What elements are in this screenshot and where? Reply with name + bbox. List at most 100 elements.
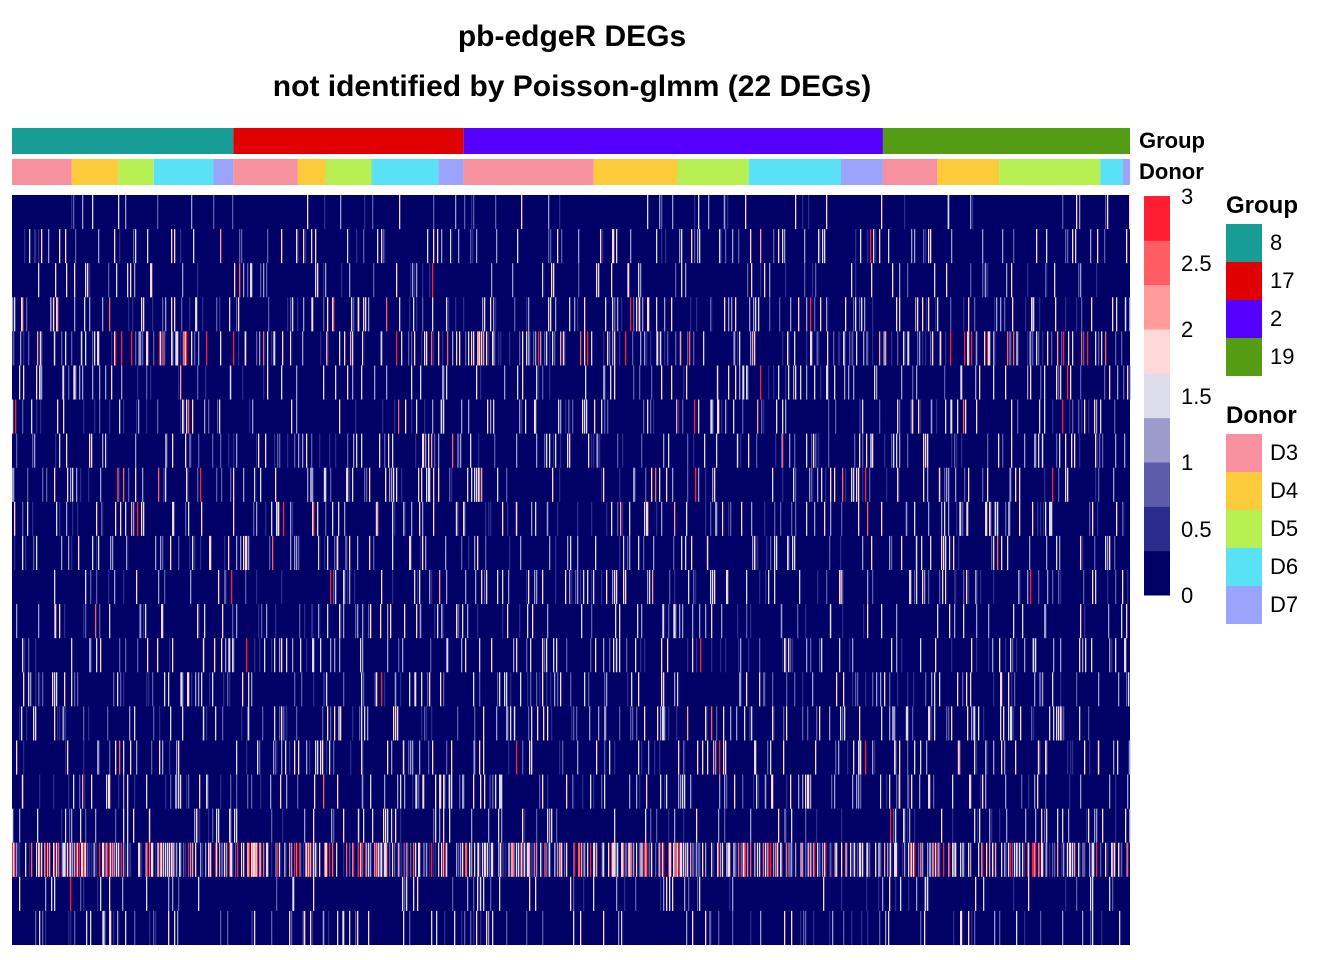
heatmap-cell (551, 808, 553, 843)
heatmap-cell (938, 842, 940, 877)
heatmap-cell (785, 638, 787, 673)
heatmap-cell (381, 672, 383, 707)
heatmap-cell (1042, 842, 1044, 877)
heatmap-cell (236, 433, 238, 468)
heatmap-cell (960, 910, 962, 945)
heatmap-cell (394, 399, 396, 434)
heatmap-cell (737, 331, 739, 366)
heatmap-cell (990, 501, 992, 536)
heatmap-cell (300, 842, 302, 877)
heatmap-cell (605, 297, 607, 332)
heatmap-cell (1039, 842, 1041, 877)
heatmap-cell (1033, 638, 1035, 673)
heatmap-cell (1032, 297, 1034, 332)
heatmap-cell (951, 706, 953, 741)
heatmap-cell (772, 672, 774, 707)
heatmap-cell (19, 808, 21, 843)
heatmap-cell (929, 774, 931, 809)
heatmap-cell (782, 229, 784, 264)
heatmap-cell (648, 842, 650, 877)
heatmap-cell (361, 365, 363, 400)
heatmap-cell (182, 263, 184, 298)
heatmap-cell (1057, 808, 1059, 843)
heatmap-cell (707, 535, 709, 570)
heatmap-cell (806, 638, 808, 673)
heatmap-cell (123, 842, 125, 877)
heatmap-cell (1072, 229, 1074, 264)
heatmap-cell (555, 535, 557, 570)
heatmap-cell (994, 297, 996, 332)
heatmap-cell (725, 740, 727, 775)
heatmap-cell (479, 331, 481, 366)
heatmap-cell (894, 706, 896, 741)
heatmap-cell (258, 433, 260, 468)
heatmap-cell (313, 842, 315, 877)
heatmap-cell (366, 842, 368, 877)
heatmap-cell (222, 604, 224, 639)
heatmap-cell (1029, 331, 1031, 366)
heatmap-cell (368, 604, 370, 639)
heatmap-cell (421, 706, 423, 741)
group-segment-17 (233, 128, 464, 154)
heatmap-cell (1083, 842, 1085, 877)
heatmap-cell (401, 331, 403, 366)
heatmap-cell (102, 297, 104, 332)
heatmap-cell (935, 842, 937, 877)
heatmap-cell (476, 910, 478, 945)
heatmap-cell (253, 501, 255, 536)
heatmap-cell (569, 399, 571, 434)
heatmap-cell (474, 535, 476, 570)
heatmap-cell (1028, 876, 1030, 911)
heatmap-cell (172, 501, 174, 536)
heatmap-cell (26, 297, 28, 332)
heatmap-cell (641, 740, 643, 775)
heatmap-cell (435, 808, 437, 843)
heatmap-cell (710, 297, 712, 332)
heatmap-cell (991, 808, 993, 843)
heatmap-cell (971, 910, 973, 945)
heatmap-cell (980, 774, 982, 809)
heatmap-cell (387, 808, 389, 843)
heatmap-cell (742, 842, 744, 877)
heatmap-cell (989, 842, 991, 877)
heatmap-cell (785, 842, 787, 877)
heatmap-cell (994, 910, 996, 945)
heatmap-cell (230, 467, 232, 502)
heatmap-cell (978, 706, 980, 741)
heatmap-cell (982, 229, 984, 264)
heatmap-cell (805, 910, 807, 945)
heatmap-cell (912, 706, 914, 741)
heatmap-cell (713, 842, 715, 877)
heatmap-cell (416, 399, 418, 434)
heatmap-cell (281, 229, 283, 264)
heatmap-cell (174, 842, 176, 877)
heatmap-cell (732, 876, 734, 911)
heatmap-cell (526, 842, 528, 877)
heatmap-cell (227, 672, 229, 707)
heatmap-cell (569, 297, 571, 332)
heatmap-cell (320, 331, 322, 366)
heatmap-cell (28, 672, 30, 707)
heatmap-cell (546, 433, 548, 468)
heatmap-cell (501, 808, 503, 843)
heatmap-cell (681, 535, 683, 570)
heatmap-cell (807, 842, 809, 877)
heatmap-cell (698, 842, 700, 877)
heatmap-cell (522, 842, 524, 877)
heatmap-cell (1129, 297, 1131, 332)
heatmap-cell (16, 433, 18, 468)
heatmap-cell (210, 535, 212, 570)
heatmap-cell (798, 774, 800, 809)
heatmap-cell (765, 774, 767, 809)
heatmap-cell (744, 706, 746, 741)
heatmap-cell (951, 399, 953, 434)
heatmap-cell (1102, 808, 1104, 843)
heatmap-cell (725, 399, 727, 434)
heatmap-cell (378, 842, 380, 877)
heatmap-cell (1080, 365, 1082, 400)
heatmap-cell (350, 331, 352, 366)
heatmap-cell (209, 535, 211, 570)
heatmap-cell (825, 467, 827, 502)
heatmap-cell (224, 570, 226, 605)
heatmap-cell (743, 842, 745, 877)
